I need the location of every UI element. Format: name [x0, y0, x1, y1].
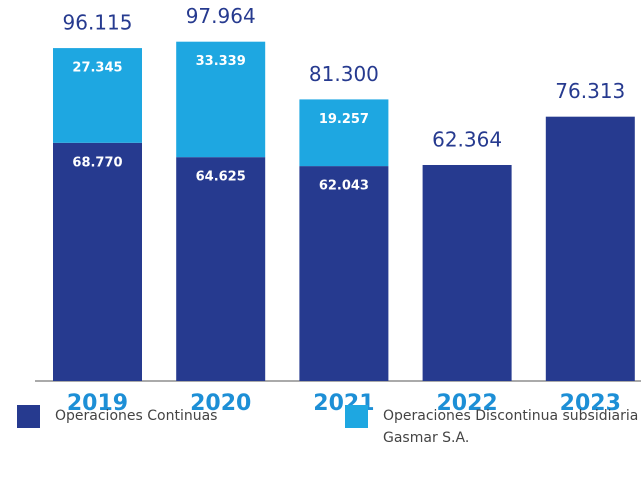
x-tick-label: 2023 [560, 391, 621, 416]
total-label: 62.364 [432, 127, 502, 151]
total-label: 76.313 [555, 79, 625, 103]
legend-label: Operaciones Discontinua subsidiaria Gasm… [383, 408, 639, 446]
value-label: 19.257 [319, 112, 369, 127]
x-tick-label: 2022 [436, 391, 497, 416]
value-label: 68.770 [72, 155, 122, 170]
bar-segment [53, 142, 142, 381]
bar-segment [176, 41, 266, 158]
value-label: 27.345 [72, 61, 122, 76]
bar-segment [422, 164, 512, 381]
legend-label: Operaciones Continuas [55, 408, 218, 424]
total-label: 97.964 [186, 4, 256, 28]
total-label: 96.115 [63, 11, 133, 35]
legend-swatch [17, 405, 40, 428]
x-tick-label: 2020 [190, 391, 251, 416]
bar-segment [299, 166, 389, 381]
value-label: 33.339 [196, 54, 246, 69]
bar-segment [53, 48, 142, 143]
value-label: 64.625 [196, 170, 246, 185]
bar-segment [176, 157, 266, 381]
total-label: 81.300 [309, 62, 379, 86]
value-label: 62.043 [319, 179, 369, 194]
legend-swatch [345, 405, 368, 428]
bar-segment [545, 116, 635, 382]
bar-segment [299, 99, 389, 167]
x-tick-label: 2019 [67, 391, 128, 416]
